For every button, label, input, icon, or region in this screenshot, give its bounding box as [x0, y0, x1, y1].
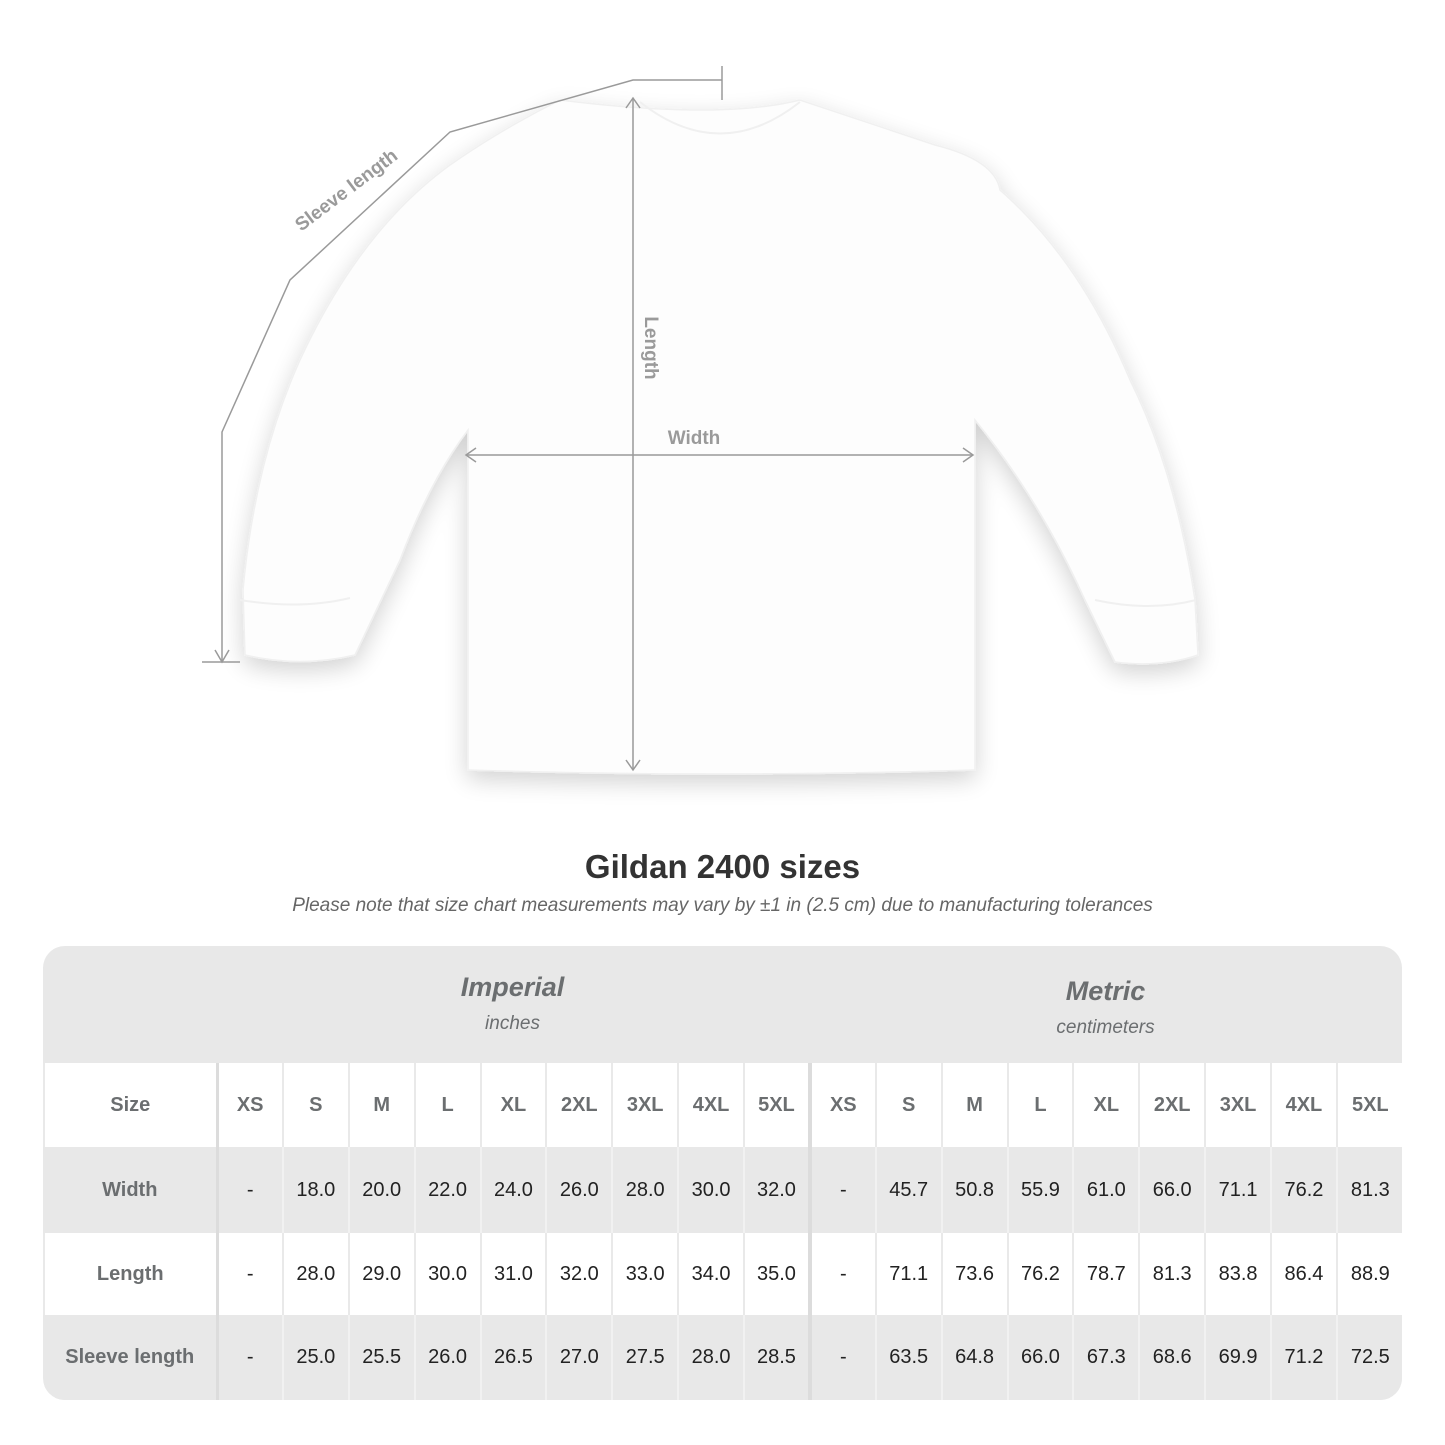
size-label: Size [43, 1063, 219, 1147]
imperial-value-cell: 30.0 [413, 1233, 481, 1315]
metric-value-cell: 73.6 [940, 1233, 1008, 1315]
imperial-value-cell: 18.0 [281, 1147, 349, 1233]
metric-value-cell: 71.1 [1204, 1147, 1271, 1233]
metric-value-cell: 55.9 [1006, 1147, 1074, 1233]
imperial-value-cell: 24.0 [479, 1147, 547, 1233]
page-title: Gildan 2400 sizes [584, 848, 861, 885]
metric-size-4xl: 4XL [1270, 1063, 1337, 1147]
shirt-diagram: Sleeve length Length Width [202, 66, 1199, 775]
imperial-size-l: L [413, 1063, 481, 1147]
imperial-value-cell: 28.0 [281, 1233, 349, 1315]
metric-size-l: L [1006, 1063, 1074, 1147]
size-grid: Size XS S M L XL 2XL 3XL 4XL 5XL XS S M L XL 2XL 3XL 4XL 5… [43, 1063, 1402, 1400]
metric-value-cell: 63.5 [874, 1315, 942, 1400]
length-label: Length [640, 316, 661, 379]
metric-value-cell: 72.5 [1335, 1315, 1402, 1400]
metric-title: Metric [1065, 976, 1146, 1006]
metric-value-cell: 64.8 [940, 1315, 1008, 1400]
imperial-size-m: M [347, 1063, 415, 1147]
imperial-value-cell: - [216, 1233, 283, 1315]
imperial-value-cell: 22.0 [413, 1147, 481, 1233]
metric-unit: centimeters [1056, 1017, 1155, 1038]
metric-header: Metric centimeters [809, 946, 1402, 1093]
metric-value-cell: - [807, 1147, 876, 1233]
size-header-row: Size XS S M L XL 2XL 3XL 4XL 5XL XS S M L XL 2XL 3XL 4XL 5… [43, 1063, 1402, 1147]
metric-value-cell: 86.4 [1270, 1233, 1337, 1315]
metric-value-cell: - [807, 1315, 876, 1400]
imperial-unit: inches [485, 1013, 540, 1034]
imperial-size-4xl: 4XL [677, 1063, 744, 1147]
sleeve-length-label: Sleeve length [291, 145, 401, 235]
metric-value-cell: 66.0 [1006, 1315, 1074, 1400]
row-label: Length [43, 1233, 219, 1315]
metric-size-m: M [940, 1063, 1008, 1147]
row-label: Sleeve length [44, 1315, 219, 1400]
metric-value-cell: 88.9 [1335, 1233, 1402, 1315]
imperial-value-cell: 26.0 [545, 1147, 613, 1233]
table-row-length: Length -28.0 29.0 30.0 31.0 32.0 33.0 34.0 35.0-… [43, 1233, 1402, 1315]
metric-value-cell: 78.7 [1072, 1233, 1140, 1315]
imperial-value-cell: 20.0 [347, 1147, 415, 1233]
imperial-value-cell: 26.0 [413, 1315, 481, 1400]
imperial-value-cell: 28.5 [743, 1315, 810, 1400]
imperial-value-cell: 33.0 [611, 1233, 679, 1315]
metric-value-cell: 71.2 [1270, 1315, 1337, 1400]
width-label: Width [668, 428, 721, 449]
metric-value-cell: 69.9 [1204, 1315, 1271, 1400]
imperial-value-cell: 35.0 [743, 1233, 810, 1315]
imperial-size-xl: XL [479, 1063, 547, 1147]
metric-size-2xl: 2XL [1138, 1063, 1206, 1147]
metric-value-cell: 45.7 [874, 1147, 942, 1233]
imperial-value-cell: 26.5 [479, 1315, 547, 1400]
imperial-size-s: S [281, 1063, 349, 1147]
metric-size-3xl: 3XL [1204, 1063, 1271, 1147]
imperial-size-2xl: 2XL [545, 1063, 613, 1147]
imperial-value-cell: - [216, 1315, 283, 1400]
imperial-size-5xl: 5XL [743, 1063, 810, 1147]
metric-value-cell: 68.6 [1138, 1315, 1206, 1400]
metric-value-cell: 71.1 [874, 1233, 942, 1315]
metric-value-cell: 81.3 [1335, 1147, 1402, 1233]
metric-size-5xl: 5XL [1335, 1063, 1402, 1147]
long-sleeve-shirt-image [242, 99, 1199, 775]
row-label: Width [44, 1147, 219, 1233]
tolerance-note: Please note that size chart measurements… [292, 895, 1153, 916]
metric-value-cell: 50.8 [940, 1147, 1008, 1233]
imperial-value-cell: 31.0 [479, 1233, 547, 1315]
metric-value-cell: 76.2 [1006, 1233, 1074, 1315]
metric-value-cell: 83.8 [1204, 1233, 1271, 1315]
imperial-value-cell: 32.0 [743, 1147, 810, 1233]
imperial-title: Imperial [460, 972, 565, 1002]
imperial-value-cell: 25.5 [347, 1315, 415, 1400]
imperial-value-cell: 34.0 [677, 1233, 744, 1315]
metric-size-xs: XS [807, 1063, 876, 1147]
metric-value-cell: - [807, 1233, 876, 1315]
measurement-lines [202, 66, 975, 772]
imperial-value-cell: 25.0 [281, 1315, 349, 1400]
metric-size-s: S [874, 1063, 942, 1147]
imperial-value-cell: - [216, 1147, 283, 1233]
imperial-value-cell: 27.5 [611, 1315, 679, 1400]
metric-size-xl: XL [1072, 1063, 1140, 1147]
metric-value-cell: 61.0 [1072, 1147, 1140, 1233]
metric-value-cell: 76.2 [1270, 1147, 1337, 1233]
imperial-value-cell: 30.0 [677, 1147, 744, 1233]
imperial-value-cell: 28.0 [611, 1147, 679, 1233]
table-row-width: Width -18.0 20.0 22.0 24.0 26.0 28.0 30.0 32.0-4… [44, 1147, 1402, 1233]
metric-value-cell: 81.3 [1138, 1233, 1206, 1315]
metric-value-cell: 66.0 [1138, 1147, 1206, 1233]
imperial-value-cell: 27.0 [545, 1315, 613, 1400]
imperial-value-cell: 28.0 [677, 1315, 744, 1400]
imperial-value-cell: 29.0 [347, 1233, 415, 1315]
size-table: Imperial inches Metric centimeters Size X… [43, 946, 1402, 1400]
table-row-sleeve-length: Sleeve length -25.0 25.5 26.0 26.5 27.0 27.5 28… [44, 1315, 1402, 1400]
metric-value-cell: 67.3 [1072, 1315, 1140, 1400]
imperial-value-cell: 32.0 [545, 1233, 613, 1315]
imperial-size-3xl: 3XL [611, 1063, 679, 1147]
imperial-size-xs: XS [216, 1063, 283, 1147]
imperial-header: Imperial inches [216, 946, 809, 1089]
